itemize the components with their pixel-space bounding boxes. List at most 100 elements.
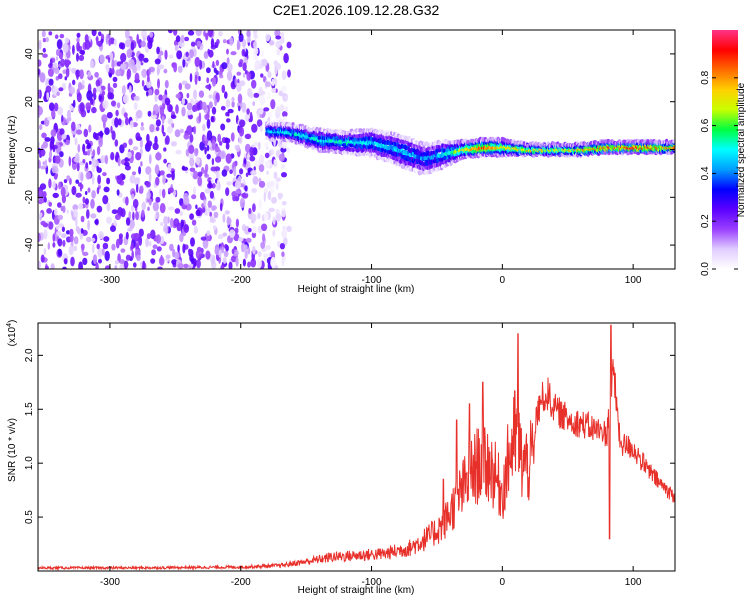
spectrogram-cell (219, 150, 226, 160)
spectrogram-cell (140, 261, 143, 268)
spectrogram-cell (155, 176, 160, 186)
spectrogram-cell (258, 164, 265, 173)
spectrogram-cell (131, 171, 137, 176)
spectrogram-cell (189, 133, 194, 143)
spectrogram-cell (69, 228, 74, 237)
spectrogram-cell (48, 221, 54, 230)
spectrogram-cell (255, 160, 260, 168)
spectrogram-cell (68, 156, 72, 167)
spectrogram-cell (268, 111, 273, 119)
spectrogram-cell (249, 155, 256, 162)
spectrogram-cell (57, 214, 64, 221)
spectrogram-cell (237, 78, 240, 84)
spectrogram-cell (275, 105, 281, 115)
spectrogram-cell (154, 135, 158, 145)
spectrogram-cell (48, 78, 54, 86)
spectrogram-cell (199, 141, 205, 151)
spectrogram-cell (174, 208, 181, 214)
spectrogram-cell (203, 51, 209, 59)
spectrogram-cell (78, 261, 83, 269)
spectrogram-cell (145, 237, 150, 248)
spectrogram-cell (73, 245, 78, 252)
spectrogram-cell (121, 174, 126, 180)
spectrogram-cell (53, 67, 60, 74)
spectrogram-cell (186, 125, 193, 136)
spectrogram-cell (202, 207, 206, 214)
spectrogram-cell (59, 128, 65, 136)
spectrogram-cell (91, 157, 96, 167)
spectrogram-cell (55, 230, 62, 236)
spectrogram-y-tick-label: 40 (24, 48, 35, 60)
spectrogram-cell (163, 215, 169, 226)
spectrogram-cell (72, 79, 76, 86)
spectrogram-cell (228, 261, 233, 269)
spectrogram-cell (211, 158, 215, 166)
snr-x-tick-label: 100 (625, 577, 642, 588)
spectrogram-cell (252, 203, 256, 213)
spectrogram-cell (196, 40, 202, 48)
spectrogram-cell (92, 87, 97, 95)
spectrogram-cell (261, 58, 268, 67)
spectrogram-cell (252, 245, 256, 255)
spectrogram-cell (136, 109, 143, 119)
spectrogram-cell (48, 102, 55, 111)
spectrogram-cell (148, 172, 152, 183)
spectrogram-cell (251, 225, 257, 234)
spectrogram-cell (41, 132, 47, 139)
spectrogram-cell (115, 69, 122, 77)
spectrogram-cell (168, 206, 175, 211)
spectrogram-cell (216, 39, 220, 45)
spectrogram-cell (281, 172, 287, 178)
spectrogram-cell (258, 107, 264, 115)
spectrogram-cell (155, 234, 161, 244)
spectrogram-cell (226, 181, 233, 186)
spectrogram-cell (168, 54, 174, 59)
spectrogram-cell (143, 57, 149, 63)
spectrogram-cell (217, 133, 222, 143)
spectrogram-cell (208, 49, 214, 58)
spectrogram-cell (105, 34, 109, 45)
spectrogram-cell (57, 248, 62, 257)
spectrogram-cell (211, 76, 217, 87)
spectrogram-cell (215, 156, 222, 163)
spectrogram-cell (130, 233, 137, 240)
spectrogram-cell (257, 212, 261, 220)
spectrogram-cell (48, 178, 52, 189)
spectrogram-cell (78, 203, 84, 210)
spectrogram-cell (47, 68, 54, 77)
spectrogram-cell (213, 211, 219, 219)
spectrogram-cell (44, 137, 51, 142)
spectrogram-cell (68, 245, 74, 256)
spectrogram-cell (215, 70, 219, 76)
spectrogram-cell (169, 243, 174, 252)
spectrogram-cell (138, 53, 144, 62)
spectrogram-cell (82, 143, 86, 153)
spectrogram-cell (85, 236, 92, 243)
spectrogram-cell (56, 39, 63, 50)
spectrogram-cell (235, 218, 239, 228)
spectrogram-cell (206, 153, 211, 160)
spectrogram-cell (65, 230, 71, 235)
spectrogram-cell (152, 110, 156, 116)
snr-background (38, 323, 675, 571)
spectrogram-cell (40, 165, 47, 170)
spectrogram-cell (40, 254, 45, 263)
spectrogram-cell (146, 140, 153, 147)
spectrogram-cell (238, 134, 243, 145)
spectrogram-cell (188, 248, 192, 254)
spectrogram-cell (95, 79, 101, 88)
spectrogram-cell (249, 146, 254, 158)
spectrogram-cell (104, 250, 110, 261)
spectrogram-cell (48, 150, 53, 159)
spectrogram-cell (256, 258, 262, 269)
spectrogram-cell (129, 219, 135, 230)
spectrogram-cell (283, 236, 288, 246)
spectrogram-cell (283, 53, 289, 64)
spectrogram-cell (58, 223, 64, 228)
spectrogram-cell (258, 180, 266, 188)
spectrogram-cell (117, 157, 121, 167)
spectrogram-cell (84, 198, 89, 205)
spectrogram-cell (82, 257, 88, 266)
spectrogram-cell (186, 110, 193, 116)
spectrogram-cell (179, 233, 184, 243)
